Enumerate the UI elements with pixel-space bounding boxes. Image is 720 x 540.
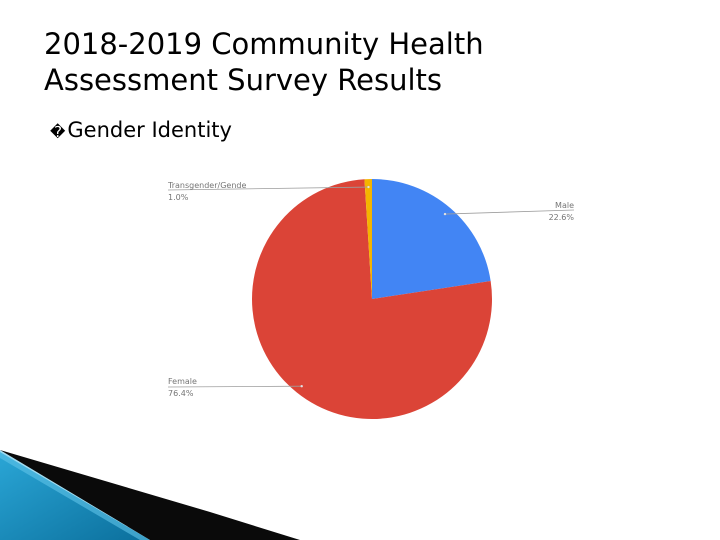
slide-corner-decoration: [0, 450, 300, 540]
leader-dot: [367, 185, 370, 189]
leader-dot: [300, 384, 303, 388]
slide-title: 2018-2019 Community Health Assessment Su…: [44, 26, 684, 98]
leader-line: [167, 385, 302, 388]
slide-title-line-2: Assessment Survey Results: [44, 63, 442, 97]
leader-dot: [443, 212, 447, 216]
pie-slice-male: [372, 179, 491, 299]
leader-line: [444, 209, 575, 215]
square-bullet-icon: �: [50, 123, 66, 141]
corner-black-stripe: [0, 450, 300, 540]
leader-line: [167, 186, 369, 191]
slice-label: Female: [168, 377, 197, 386]
slice-value-label: 76.4%: [168, 389, 194, 398]
slice-label: Male: [555, 201, 574, 210]
slice-label: Transgender/Gende: [167, 181, 246, 190]
bullet-item-gender-identity: �Gender Identity: [50, 118, 232, 142]
corner-highlight: [0, 450, 150, 540]
pie-slice-transgender-gende: [364, 179, 372, 299]
slide-title-line-1: 2018-2019 Community Health: [44, 27, 484, 61]
slice-value-label: 1.0%: [168, 193, 189, 202]
slice-value-label: 22.6%: [549, 213, 575, 222]
pie-slice-female: [252, 179, 493, 419]
bullet-text: Gender Identity: [67, 118, 232, 142]
